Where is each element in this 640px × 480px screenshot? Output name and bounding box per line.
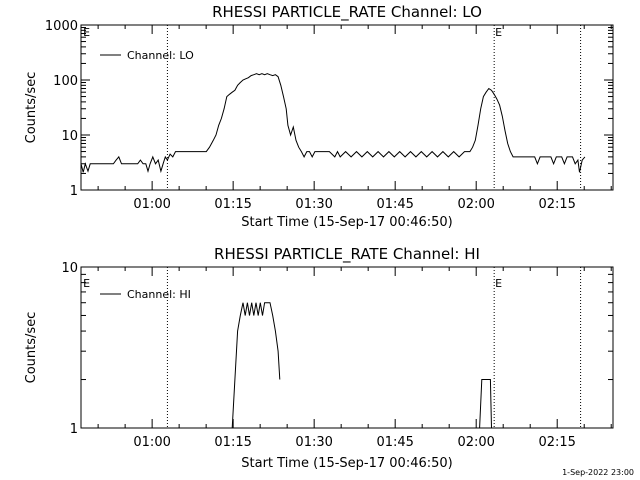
hi-event-marker-label: E [495,277,502,290]
lo-x-tick-label: 01:45 [376,197,413,212]
hi-chart-title: RHESSI PARTICLE_RATE Channel: HI [214,245,480,264]
hi-x-tick-label: 01:30 [295,435,332,450]
hi-legend-label: Channel: HI [127,288,191,301]
footer-timestamp: 1-Sep-2022 23:00 [562,468,634,477]
lo-x-tick-label: 01:30 [295,197,332,212]
lo-x-tick-label: 01:15 [214,197,251,212]
lo-series-line [80,73,586,174]
hi-x-tick-label: 01:45 [376,435,413,450]
lo-x-axis-label: Start Time (15-Sep-17 00:46:50) [241,215,452,230]
lo-x-tick-label: 02:00 [457,197,494,212]
lo-y-axis-label: Counts/sec [24,72,39,144]
hi-x-tick-label: 01:00 [133,435,170,450]
hi-series-line [479,379,492,429]
hi-x-tick-label: 01:15 [214,435,251,450]
lo-legend-label: Channel: LO [127,49,194,62]
lo-plot-frame [80,24,614,191]
hi-x-tick-label: 02:15 [538,435,575,450]
hi-series-line [231,302,281,429]
lo-x-tick-label: 01:00 [133,197,170,212]
hi-y-axis-label: Counts/sec [24,312,39,384]
lo-y-tick-label: 100 [53,74,78,89]
lo-y-tick-label: 1 [70,184,78,199]
lo-event-marker-label: E [495,26,502,39]
hi-plot-frame [80,266,614,429]
lo-y-tick-label: 10 [61,129,78,144]
hi-x-tick-label: 02:00 [457,435,494,450]
hi-y-tick-label: 1 [70,422,78,437]
lo-chart-title: RHESSI PARTICLE_RATE Channel: LO [212,3,482,22]
hi-y-tick-label: 10 [61,261,78,276]
lo-y-tick-label: 1000 [45,19,78,34]
lo-event-marker-label: E [83,26,90,39]
hi-event-marker-label: E [83,277,90,290]
hi-x-axis-label: Start Time (15-Sep-17 00:46:50) [241,456,452,471]
lo-x-tick-label: 02:15 [538,197,575,212]
